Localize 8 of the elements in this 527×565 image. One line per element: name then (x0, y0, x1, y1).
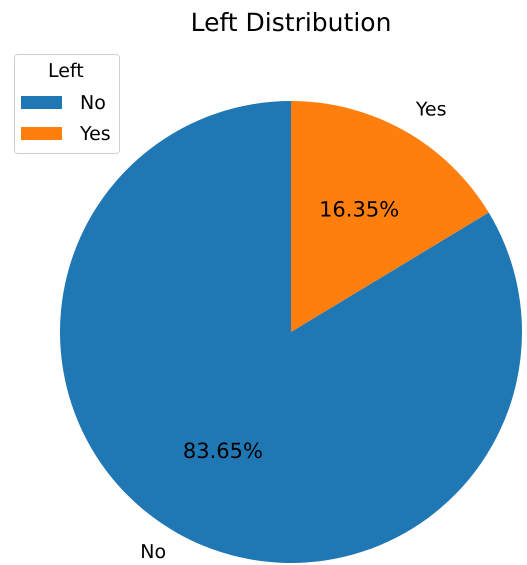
data-label: 83.65% (182, 439, 263, 464)
legend-title: Left (46, 59, 85, 83)
chart-title: Left Distribution (190, 8, 392, 38)
data-label: 16.35% (319, 198, 400, 222)
slice-label: No (140, 541, 166, 564)
slice-label: Yes (414, 98, 447, 121)
legend-label: Yes (80, 122, 111, 144)
legend-label: No (80, 92, 106, 114)
